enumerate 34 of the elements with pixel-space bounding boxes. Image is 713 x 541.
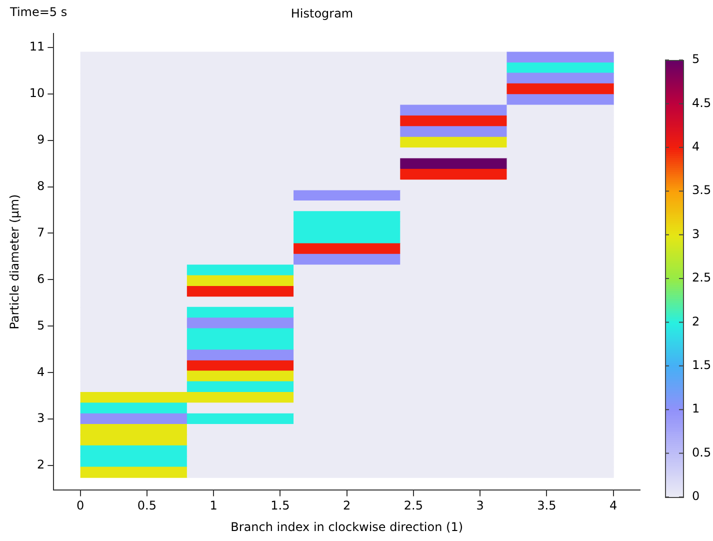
- x-tick-label: 1.5: [270, 498, 290, 513]
- color-bar-label: 4.5: [692, 96, 712, 110]
- color-bar-label: 1.5: [692, 358, 712, 372]
- x-tick-label: 0: [76, 498, 84, 513]
- chart-title: Histogram: [290, 6, 354, 20]
- color-bar-label: 2.5: [692, 270, 712, 285]
- y-tick-label: 4: [37, 364, 45, 379]
- x-tick-label: 2.5: [404, 498, 424, 513]
- color-bar-label: 0.5: [692, 445, 712, 460]
- color-bar-label: 3: [692, 226, 700, 241]
- y-tick-label: 3: [37, 411, 45, 426]
- y-tick-label: 10: [29, 86, 45, 100]
- x-tick-label: 2: [343, 498, 351, 513]
- x-axis-title: Branch index in clockwise direction (1): [230, 520, 464, 534]
- color-bar-label: 4: [692, 140, 700, 154]
- x-tick-label: 0.5: [137, 498, 156, 513]
- color-bar-label: 5: [692, 52, 700, 66]
- y-axis-title: Particle diameter (µm): [7, 194, 22, 330]
- color-bar-label: 2: [692, 314, 700, 328]
- y-tick-label: 2: [37, 458, 45, 472]
- color-bar-label: 3.5: [692, 183, 712, 198]
- color-bar-label: 0: [692, 489, 700, 504]
- y-tick-label: 5: [37, 318, 45, 332]
- color-bar-label: 1: [692, 402, 700, 416]
- y-tick-label: 7: [37, 225, 45, 240]
- y-tick-label: 8: [37, 178, 45, 193]
- y-tick-label: 9: [37, 132, 45, 146]
- x-tick-label: 4: [610, 498, 618, 513]
- x-tick-label: 1: [210, 498, 218, 513]
- x-tick-label: 3: [476, 498, 484, 513]
- y-tick-label: 6: [37, 272, 45, 286]
- x-tick-label: 3.5: [537, 498, 556, 513]
- text: Time=5 s: [9, 5, 68, 20]
- y-tick-label: 11: [29, 39, 45, 54]
